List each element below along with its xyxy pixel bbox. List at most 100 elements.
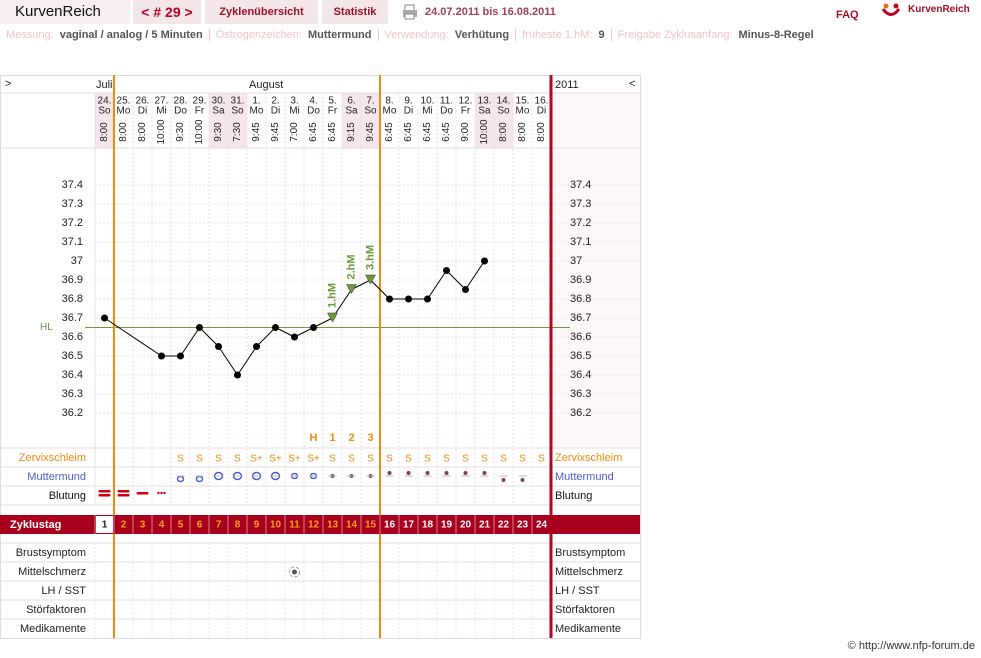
time: 9:45 <box>365 122 376 142</box>
date: 29. <box>193 96 207 107</box>
time: 9:30 <box>175 122 186 142</box>
date: 13. <box>478 96 492 107</box>
date: 5. <box>328 96 336 107</box>
temp-point <box>443 267 450 274</box>
weekday: Do <box>440 106 453 117</box>
tab[interactable]: Zyklenübersicht <box>205 0 318 24</box>
y-tick-label: 37 <box>570 255 582 267</box>
time: 6:45 <box>308 122 319 142</box>
bleeding-mark <box>117 494 130 497</box>
mucus-symbol: S+ <box>288 454 301 465</box>
y-tick-label: 36.6 <box>570 331 591 343</box>
date: 31. <box>231 96 245 107</box>
weekday: Do <box>174 106 187 117</box>
weekday: Fr <box>328 106 338 117</box>
time: 6:45 <box>327 122 338 142</box>
weekday: Sa <box>212 106 225 117</box>
weekday: Mo <box>516 106 530 117</box>
y-tick-label: 36.3 <box>570 388 591 400</box>
cycle-nav[interactable]: < # 29 > <box>133 0 201 24</box>
temp-point <box>386 295 393 303</box>
time: 8:00 <box>137 122 148 142</box>
y-tick-label: 36.4 <box>570 369 591 381</box>
curve-segment <box>370 279 390 300</box>
y-tick-label: 37.1 <box>570 236 591 248</box>
info-label: Messung: <box>6 29 54 41</box>
cervix-symbol <box>406 471 411 475</box>
row-label: Brustsymptom <box>16 547 86 559</box>
date: 7. <box>366 96 374 107</box>
y-tick-label: 36.4 <box>62 369 83 381</box>
weekend-shade <box>494 93 513 148</box>
bleeding-mark <box>136 492 149 495</box>
month: August <box>249 79 283 91</box>
y-tick-label: 36.5 <box>62 350 83 362</box>
info-label: früheste 1.hM: <box>522 29 593 41</box>
time: 10:00 <box>194 119 205 144</box>
temp-point <box>177 352 184 360</box>
temp-point <box>405 295 412 303</box>
y-tick-label: 36.6 <box>62 331 83 343</box>
logo[interactable]: KurvenReich <box>908 4 970 15</box>
curve-segment <box>275 327 295 338</box>
cycle-day: 15 <box>365 520 377 531</box>
weekday: So <box>497 106 510 117</box>
date: 24. <box>98 96 112 107</box>
cycle-day: 10 <box>270 520 282 531</box>
weekday: Sa <box>345 106 358 117</box>
cycle-day: 19 <box>441 520 453 531</box>
cycle-day: 18 <box>422 520 434 531</box>
peak-label: 3 <box>367 432 373 444</box>
bleeding-dot <box>160 491 163 495</box>
time: 7:30 <box>232 122 243 142</box>
y-tick-label: 37.2 <box>62 217 83 229</box>
bleeding-dot <box>163 491 166 495</box>
weekend-shade <box>342 93 361 148</box>
weekday: Fr <box>461 106 471 117</box>
cycle-day: 3 <box>140 520 146 531</box>
pain-symbol-ring <box>289 566 300 578</box>
temp-point <box>158 352 165 360</box>
mucus-symbol: S <box>500 454 507 465</box>
nav-left: > <box>5 78 11 90</box>
time: 6:45 <box>441 122 452 142</box>
time: 9:45 <box>270 122 281 142</box>
y-tick-label: 36.9 <box>62 274 83 286</box>
mucus-symbol: S <box>405 454 412 465</box>
y-tick-label: 37.2 <box>570 217 591 229</box>
weekday: Mo <box>250 106 264 117</box>
cervix-symbol <box>195 475 204 483</box>
bleeding-mark <box>117 490 130 493</box>
time: 6:45 <box>422 122 433 142</box>
row-label: Zervixschleim <box>555 452 622 464</box>
top-bar: KurvenReich < # 29 > Zyklenübersicht Sta… <box>0 0 981 24</box>
date: 25. <box>117 96 131 107</box>
date: 8. <box>385 96 393 107</box>
peak-label: H <box>310 432 318 444</box>
info-value: Minus-8-Regel <box>738 29 814 41</box>
y-tick-label: 36.3 <box>62 388 83 400</box>
temp-point <box>253 343 260 350</box>
cycle-day: 8 <box>235 520 241 531</box>
print-icon[interactable] <box>402 4 418 20</box>
time: 6:45 <box>384 122 395 142</box>
y-tick-label: 36.7 <box>570 312 591 324</box>
cycle-day: 21 <box>479 520 491 531</box>
pain-symbol <box>292 569 297 575</box>
app-title[interactable]: KurvenReich <box>0 0 130 24</box>
faq-link[interactable]: FAQ <box>836 9 859 21</box>
cycle-day-bar <box>0 515 640 534</box>
date-range: 24.07.2011 bis 16.08.2011 <box>425 6 556 18</box>
mucus-symbol: S <box>367 454 374 465</box>
row-label: Zyklustag <box>10 519 61 531</box>
curve-segment <box>294 327 314 338</box>
mucus-symbol: S <box>519 454 526 465</box>
cycle-day: 2 <box>121 520 127 531</box>
bleeding-mark <box>98 490 111 493</box>
weekend-shade <box>95 93 114 148</box>
cycle-day: 4 <box>159 520 165 531</box>
hm-label: 2.hM <box>345 254 357 279</box>
tab[interactable]: Statistik <box>322 0 388 24</box>
cervix-symbol <box>444 471 449 475</box>
